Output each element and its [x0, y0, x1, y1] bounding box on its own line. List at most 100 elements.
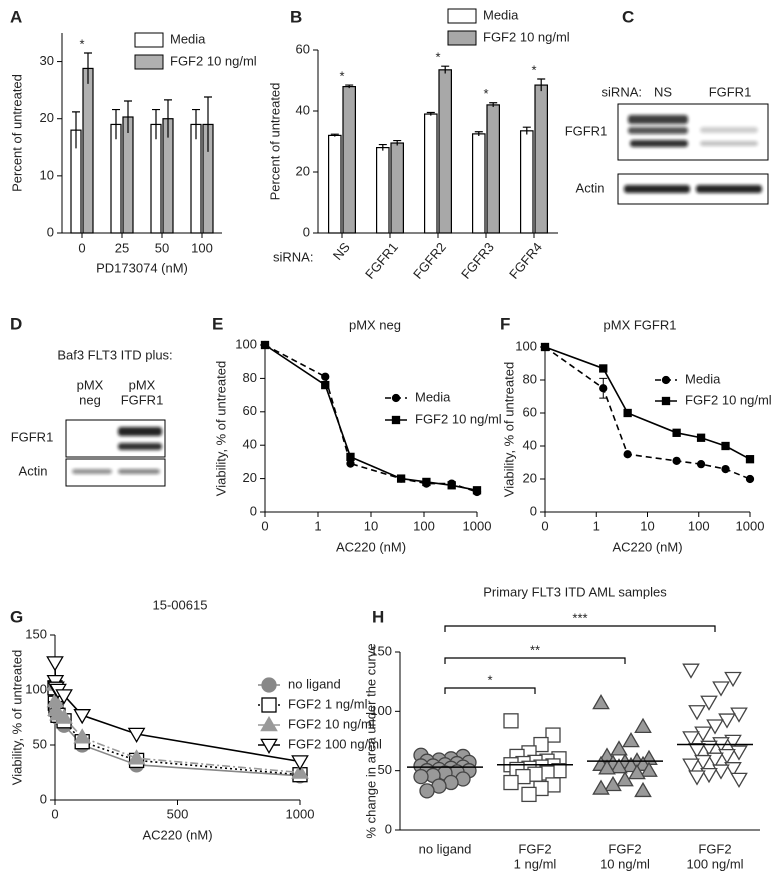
y-tick-label: 20: [523, 470, 537, 485]
marker: [422, 477, 431, 487]
y-tick-label: 0: [250, 503, 257, 518]
marker: [623, 450, 632, 459]
x-tick-label: 1: [314, 518, 321, 533]
y-tick-label: 0: [530, 503, 537, 518]
significance-bracket: [444, 687, 536, 694]
error-bar: [204, 96, 212, 152]
blot-header: siRNA:: [602, 84, 642, 99]
marker: [724, 671, 742, 688]
blot-frame: [65, 419, 166, 458]
legend-label: FGF2 100 ng/ml: [288, 736, 382, 751]
marker: [46, 656, 64, 672]
row-label: FGFR1: [11, 429, 54, 444]
y-tick-label: 20: [40, 110, 54, 125]
marker: [260, 340, 270, 350]
x-tick-label: 10: [364, 518, 378, 533]
y-tick-label: 50: [378, 762, 392, 777]
error-bar: [393, 139, 402, 146]
blot-band: [118, 443, 162, 450]
x-tick-label: 500: [167, 806, 189, 821]
x-tick-label: 0: [261, 518, 268, 533]
error-bar: [489, 102, 498, 108]
bar: [519, 130, 534, 234]
panel-label: F: [500, 314, 510, 333]
legend-marker: [260, 738, 278, 754]
error-bar: [192, 108, 200, 140]
legend-marker: [260, 716, 278, 732]
marker: [533, 736, 549, 753]
y-tick-label: 0: [40, 791, 47, 806]
significance: *: [79, 36, 84, 51]
legend-marker: [661, 375, 671, 385]
x-tick-label: NS: [330, 239, 353, 263]
marker: [628, 764, 646, 780]
significance: **: [530, 642, 540, 657]
x-tick-label: 100: [413, 518, 435, 533]
marker: [604, 775, 622, 792]
marker: [634, 717, 652, 734]
y-tick-label: 150: [25, 626, 47, 641]
legend-label: no ligand: [288, 676, 341, 691]
x-axis-label: AC220 (nM): [142, 827, 212, 842]
significance: ***: [572, 610, 587, 625]
legend-label: Media: [685, 371, 721, 386]
x-tick-label: 1: [593, 518, 600, 533]
chart-title: 15-00615: [153, 597, 208, 612]
y-tick-label: 20: [243, 470, 257, 485]
y-tick-label: 100: [25, 681, 47, 696]
error-bar: [152, 108, 160, 140]
marker: [682, 663, 700, 679]
marker: [724, 762, 742, 778]
y-axis-label: Viability, % of untreated: [213, 361, 228, 496]
panel-label: E: [212, 314, 223, 333]
y-tick-label: 100: [235, 336, 257, 351]
significance: *: [339, 69, 344, 84]
marker: [724, 734, 742, 750]
x-tick-label: FGF2: [518, 841, 551, 856]
marker: [521, 786, 537, 803]
blot-band: [700, 127, 758, 133]
marker: [55, 689, 73, 705]
panel-label: G: [10, 607, 23, 626]
blot-band: [696, 185, 762, 193]
y-tick-label: 40: [523, 437, 537, 452]
bar: [438, 69, 452, 234]
marker: [694, 726, 712, 742]
x-tick-label: 1000: [736, 518, 765, 533]
x-axis-label: AC220 (nM): [336, 539, 406, 554]
x-tick-label: no ligand: [419, 841, 472, 856]
legend-label: FGF2 10 ng/ml: [685, 392, 772, 407]
error-bar: [164, 99, 172, 138]
x-tick-label: FGFR1: [362, 239, 401, 281]
x-tick-label: 0: [78, 240, 85, 255]
lane-label: neg: [79, 392, 101, 407]
legend-marker: [661, 396, 671, 406]
marker: [696, 459, 706, 469]
marker: [598, 759, 616, 775]
bar: [122, 116, 134, 234]
error-bar: [378, 143, 387, 151]
error-bar: [112, 108, 120, 140]
error-bar: [426, 111, 435, 116]
marker: [700, 695, 718, 711]
error-bar: [124, 100, 132, 133]
y-tick-label: 20: [296, 163, 310, 178]
legend-swatch: [134, 54, 164, 70]
error-bar: [345, 84, 354, 89]
x-tick-label: 25: [115, 240, 129, 255]
x-tick-label: 50: [155, 240, 169, 255]
x-tick-label: FGFR4: [506, 239, 545, 281]
y-axis-label: Viability, % of untreated: [9, 650, 24, 785]
marker: [688, 743, 706, 759]
bar: [390, 142, 404, 234]
row-label: FGFR1: [565, 123, 608, 138]
x-tick-label: 100 ng/ml: [686, 856, 743, 871]
bar: [534, 84, 548, 234]
y-tick-label: 0: [303, 224, 310, 239]
y-tick-label: 40: [243, 437, 257, 452]
marker: [696, 433, 706, 442]
legend-label: FGF2 10 ng/ml: [170, 53, 257, 68]
marker: [730, 707, 748, 723]
legend-label: Media: [415, 389, 451, 404]
